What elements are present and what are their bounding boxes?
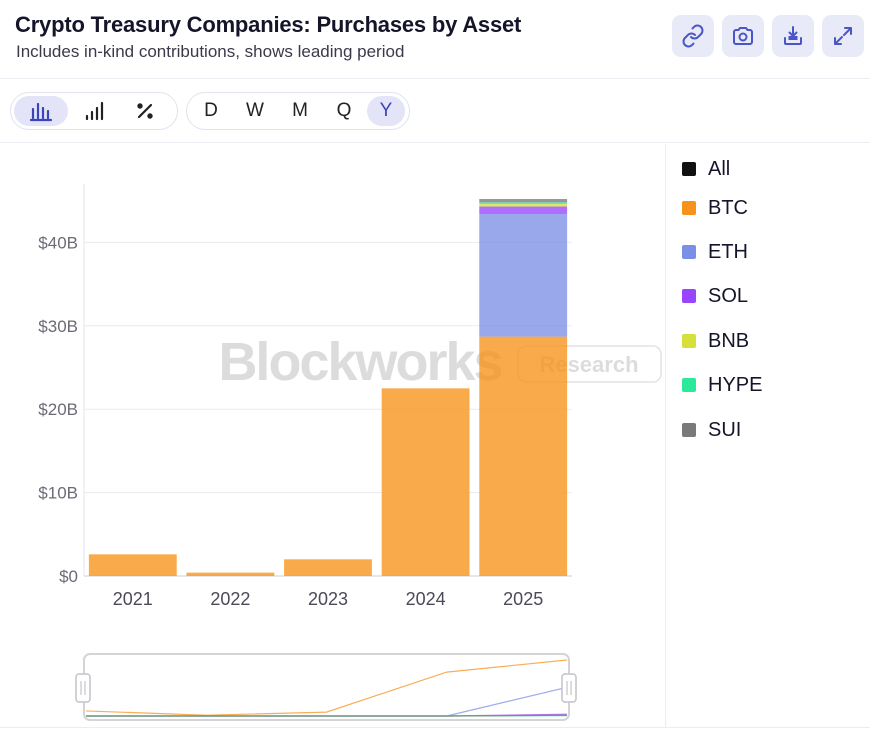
- x-axis: 2021 2022 2023 2024 2025: [113, 589, 543, 609]
- percent-icon: [137, 103, 153, 119]
- period-y-button[interactable]: Y: [367, 96, 405, 126]
- legend-swatch: [682, 289, 696, 303]
- y-tick-label: $20B: [38, 400, 78, 419]
- navigator-left-handle[interactable]: [75, 673, 91, 703]
- signal-bars-button[interactable]: [72, 96, 118, 126]
- x-tick-label: 2021: [113, 589, 153, 609]
- legend-item-eth[interactable]: ETH: [682, 240, 748, 264]
- signal-bars-icon: [85, 101, 104, 121]
- legend-label: HYPE: [708, 373, 763, 396]
- y-tick-label: $10B: [38, 484, 78, 503]
- legend-item-all[interactable]: All: [682, 157, 730, 181]
- legend: All BTC ETH SOL BNB HYPE SUI: [665, 144, 870, 728]
- period-m-button[interactable]: M: [292, 100, 308, 121]
- y-axis: $0 $10B $20B $30B $40B: [38, 233, 78, 586]
- chart-toolbar: D W M Q Y: [0, 80, 870, 143]
- bar-bnb-2025[interactable]: [479, 204, 568, 207]
- bar-eth-2025[interactable]: [479, 214, 568, 337]
- bar-chart-button[interactable]: [14, 96, 68, 126]
- link-icon: [682, 24, 704, 48]
- download-icon: [784, 26, 802, 45]
- bar-btc-2022[interactable]: [186, 572, 275, 576]
- legend-label: BTC: [708, 196, 748, 219]
- period-w-button[interactable]: W: [246, 100, 264, 121]
- navigator-line-btc: [85, 659, 568, 716]
- legend-swatch: [682, 201, 696, 215]
- legend-label: SUI: [708, 418, 742, 441]
- legend-swatch: [682, 162, 696, 176]
- y-tick-label: $30B: [38, 317, 78, 336]
- bar-sui-2025[interactable]: [479, 199, 568, 203]
- legend-label: ETH: [708, 240, 748, 263]
- bar-btc-2025[interactable]: [479, 336, 568, 576]
- y-tick-label: $0: [59, 567, 78, 586]
- period-group: D W M Q Y: [186, 92, 410, 130]
- navigator-lines: [85, 659, 568, 717]
- navigator-right-handle[interactable]: [561, 673, 577, 703]
- expand-icon: [834, 27, 852, 45]
- watermark: Blockworks Research: [218, 332, 662, 392]
- download-button[interactable]: [772, 15, 814, 57]
- x-tick-label: 2025: [503, 589, 543, 609]
- y-tick-label: $40B: [38, 233, 78, 252]
- bar-btc-2024[interactable]: [381, 388, 470, 576]
- x-tick-label: 2022: [210, 589, 250, 609]
- legend-label: BNB: [708, 329, 750, 352]
- legend-swatch: [682, 245, 696, 259]
- camera-icon: [733, 27, 753, 45]
- period-q-button[interactable]: Q: [336, 100, 352, 121]
- legend-item-hype[interactable]: HYPE: [682, 373, 762, 397]
- legend-item-sol[interactable]: SOL: [682, 284, 748, 308]
- bar-hype-2025[interactable]: [479, 202, 568, 205]
- legend-item-bnb[interactable]: BNB: [682, 329, 749, 353]
- chart-subtitle: Includes in-kind contributions, shows le…: [16, 42, 405, 61]
- legend-label: All: [708, 157, 731, 180]
- chart-area: Blockworks Research $0 $10B $20B $30B $40B 2…: [0, 144, 665, 728]
- legend-swatch: [682, 378, 696, 392]
- bars: [88, 199, 568, 576]
- bar-chart-icon: [29, 102, 53, 122]
- bar-chart: Blockworks Research $0 $10B $20B $30B $40B 2…: [38, 184, 662, 721]
- chart-header: Crypto Treasury Companies: Purchases by …: [0, 0, 870, 79]
- bar-btc-2023[interactable]: [284, 559, 372, 576]
- legend-item-sui[interactable]: SUI: [682, 418, 741, 442]
- bar-btc-2021[interactable]: [88, 554, 177, 576]
- chart-type-group: [10, 92, 178, 130]
- x-tick-label: 2023: [308, 589, 348, 609]
- screenshot-button[interactable]: [722, 15, 764, 57]
- legend-item-btc[interactable]: BTC: [682, 196, 748, 220]
- percent-button[interactable]: [122, 96, 168, 126]
- copy-link-button[interactable]: [672, 15, 714, 57]
- legend-swatch: [682, 423, 696, 437]
- chart-title: Crypto Treasury Companies: Purchases by …: [15, 12, 522, 37]
- period-d-button[interactable]: D: [204, 100, 218, 121]
- bar-sol-2025[interactable]: [479, 206, 568, 215]
- navigator-line-sui: [86, 714, 568, 717]
- watermark-brand: Blockworks: [218, 332, 501, 392]
- fullscreen-button[interactable]: [822, 15, 864, 57]
- legend-label: SOL: [708, 284, 749, 307]
- footer-divider: [0, 727, 870, 728]
- range-navigator[interactable]: [75, 653, 577, 721]
- legend-swatch: [682, 334, 696, 348]
- navigator-frame[interactable]: [83, 653, 570, 721]
- x-tick-label: 2024: [406, 589, 446, 609]
